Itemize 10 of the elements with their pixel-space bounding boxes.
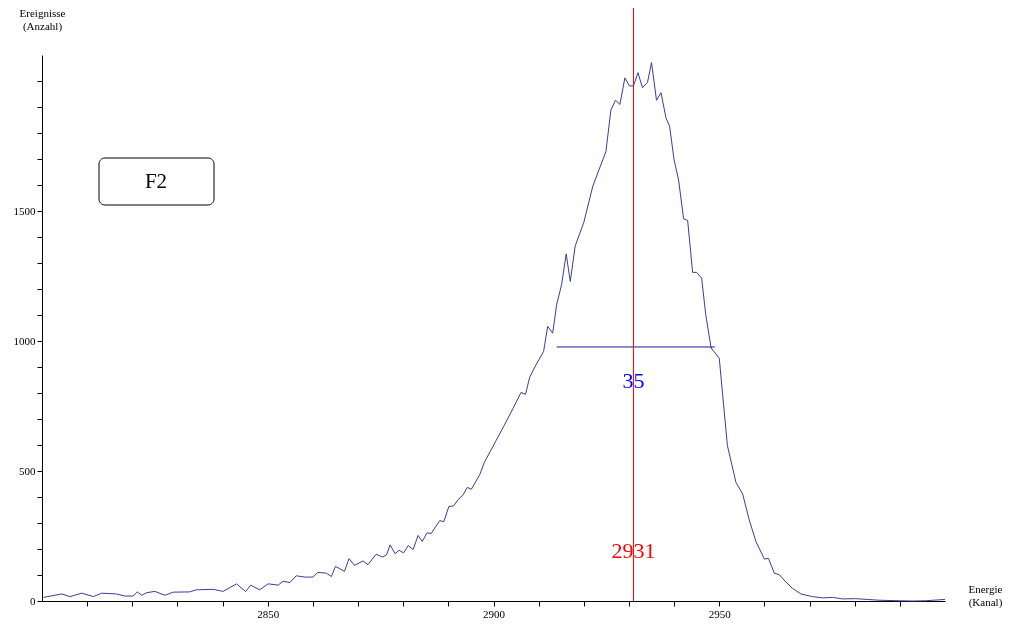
y-axis-title: Ereignisse (Anzahl) [19,6,66,33]
x-tick-label: 2850 [257,607,280,620]
x-tick-label: 2950 [708,607,732,620]
x-tick-label: 2900 [483,607,506,620]
y-tick-label: 1500 [13,204,36,217]
annotation: F2 [144,169,168,193]
x-axis-title: Energie (Kanal) [968,582,1003,609]
y-tick-label: 0 [30,594,36,607]
y-tick-label: 1000 [13,334,36,347]
y-tick-label: 500 [19,464,36,477]
